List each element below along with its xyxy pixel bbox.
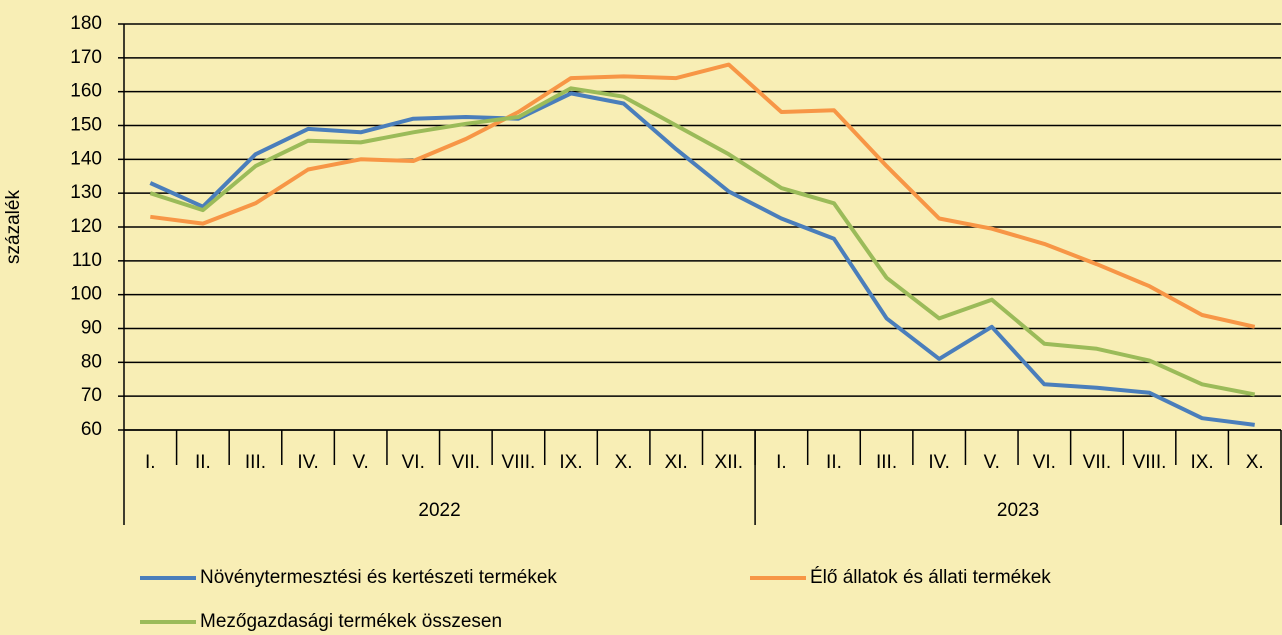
x-tick-label: IX. xyxy=(1190,452,1213,473)
x-tick-label: VII. xyxy=(1083,452,1112,473)
x-tick-label: II. xyxy=(195,452,211,473)
y-axis-label: százalék xyxy=(3,190,24,264)
group-label: 2023 xyxy=(997,500,1039,521)
x-tick-label: III. xyxy=(245,452,266,473)
x-tick-label: X. xyxy=(1246,452,1264,473)
x-tick-label: XI. xyxy=(665,452,688,473)
y-tick-label: 150 xyxy=(70,115,102,136)
x-tick-label: I. xyxy=(145,452,156,473)
y-tick-label: 180 xyxy=(70,13,102,34)
x-tick-label: VII. xyxy=(452,452,481,473)
x-tick-label: VI. xyxy=(1033,452,1056,473)
y-tick-label: 70 xyxy=(81,385,102,406)
x-tick-label: III. xyxy=(876,452,897,473)
legend-label: Élő állatok és állati termékek xyxy=(810,567,1051,588)
y-tick-label: 130 xyxy=(70,182,102,203)
x-tick-label: IV. xyxy=(928,452,950,473)
series-line xyxy=(150,62,1256,329)
y-tick-label: 140 xyxy=(70,148,102,169)
x-tick-label: IX. xyxy=(559,452,582,473)
x-tick-label: II. xyxy=(826,452,842,473)
x-tick-label: XII. xyxy=(715,452,744,473)
series-line xyxy=(149,86,1256,397)
x-tick-label: VIII. xyxy=(502,452,536,473)
y-tick-label: 120 xyxy=(70,216,102,237)
y-tick-label: 80 xyxy=(81,351,102,372)
y-tick-label: 90 xyxy=(81,318,102,339)
legend-label: Mezőgazdasági termékek összesen xyxy=(200,611,502,632)
x-tick-label: X. xyxy=(615,452,633,473)
series-line xyxy=(149,91,1255,427)
y-tick-label: 110 xyxy=(72,250,102,271)
x-tick-label: IV. xyxy=(297,452,319,473)
y-tick-label: 170 xyxy=(70,47,102,68)
x-tick-label: VI. xyxy=(402,452,425,473)
legend-label: Növénytermesztési és kertészeti termékek xyxy=(200,567,557,588)
y-tick-label: 160 xyxy=(70,81,102,102)
group-label: 2022 xyxy=(418,500,460,521)
y-tick-label: 60 xyxy=(81,419,102,440)
x-tick-label: I. xyxy=(776,452,787,473)
y-tick-label: 100 xyxy=(70,284,102,305)
x-tick-label: V. xyxy=(984,452,1000,473)
x-tick-label: V. xyxy=(353,452,369,473)
x-tick-label: VIII. xyxy=(1133,452,1167,473)
